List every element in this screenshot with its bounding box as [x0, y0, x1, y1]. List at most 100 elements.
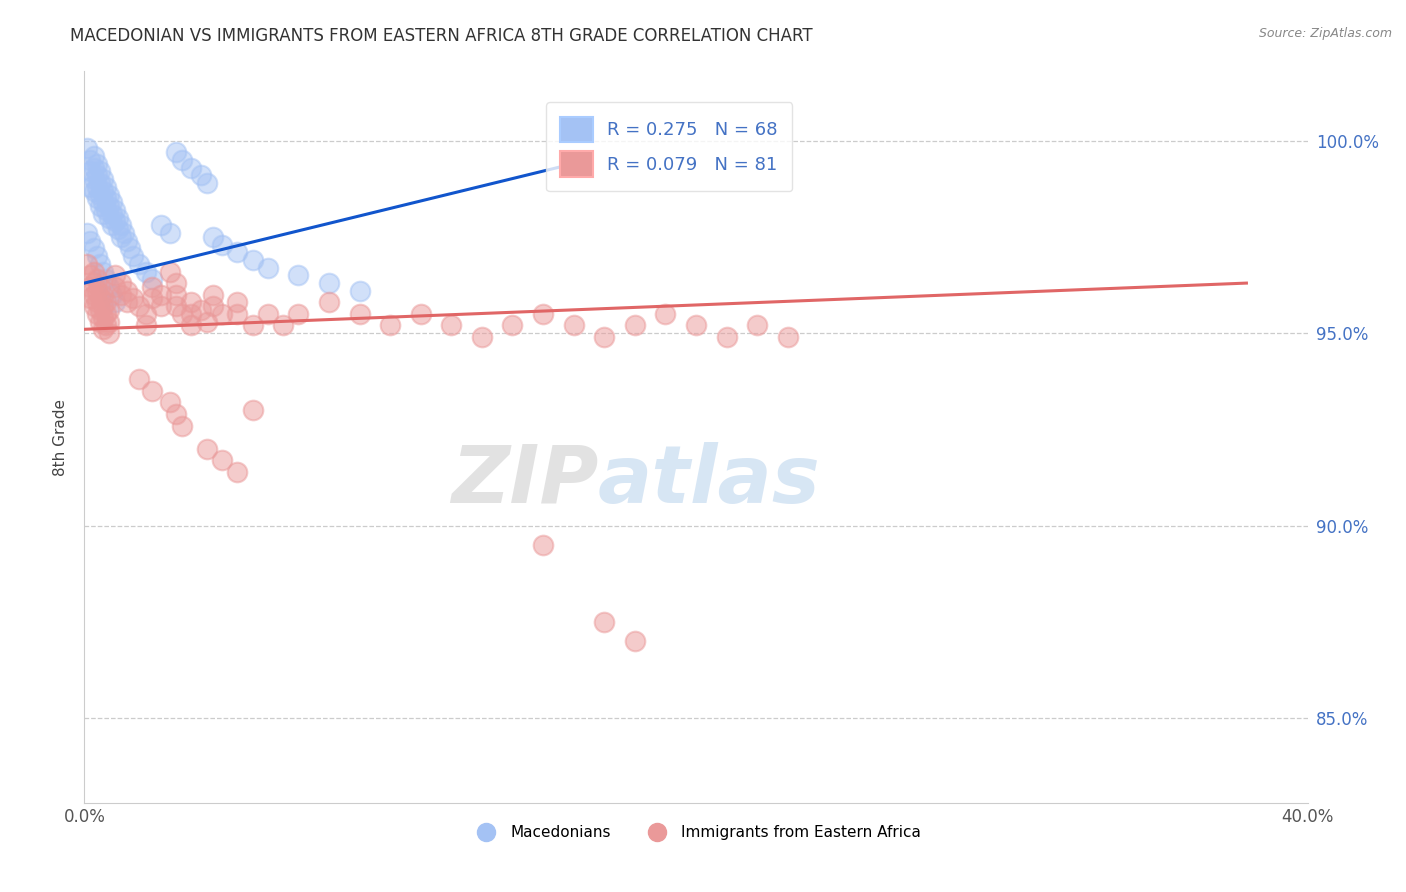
- Point: [201, 287, 224, 301]
- Point: [83, 184, 105, 198]
- Point: [83, 287, 105, 301]
- Point: [86, 295, 108, 310]
- Point: [654, 307, 676, 321]
- Point: [211, 237, 233, 252]
- Point: [242, 318, 264, 333]
- Point: [112, 226, 135, 240]
- Point: [190, 169, 212, 183]
- Point: [76, 226, 98, 240]
- Point: [101, 195, 124, 210]
- Point: [180, 161, 202, 175]
- Point: [107, 222, 129, 236]
- Point: [97, 187, 120, 202]
- Point: [86, 272, 108, 286]
- Point: [94, 307, 117, 321]
- Point: [91, 172, 114, 186]
- Point: [318, 295, 340, 310]
- Point: [135, 318, 157, 333]
- Text: ZIP: ZIP: [451, 442, 598, 520]
- Point: [104, 214, 127, 228]
- Point: [349, 307, 371, 321]
- Text: MACEDONIAN VS IMMIGRANTS FROM EASTERN AFRICA 8TH GRADE CORRELATION CHART: MACEDONIAN VS IMMIGRANTS FROM EASTERN AF…: [70, 27, 813, 45]
- Point: [97, 199, 120, 213]
- Point: [76, 141, 98, 155]
- Point: [86, 157, 108, 171]
- Point: [149, 219, 172, 233]
- Text: atlas: atlas: [598, 442, 821, 520]
- Point: [165, 299, 187, 313]
- Point: [211, 307, 233, 321]
- Point: [89, 280, 111, 294]
- Point: [165, 276, 187, 290]
- Point: [122, 292, 145, 306]
- Point: [83, 149, 105, 163]
- Point: [86, 179, 108, 194]
- Point: [94, 318, 117, 333]
- Point: [97, 326, 120, 340]
- Point: [104, 202, 127, 217]
- Point: [165, 287, 187, 301]
- Point: [104, 280, 127, 294]
- Y-axis label: 8th Grade: 8th Grade: [53, 399, 69, 475]
- Point: [79, 164, 101, 178]
- Point: [242, 252, 264, 267]
- Point: [409, 307, 432, 321]
- Point: [141, 384, 163, 398]
- Point: [94, 202, 117, 217]
- Point: [195, 176, 218, 190]
- Point: [86, 284, 108, 298]
- Point: [86, 249, 108, 263]
- Point: [79, 268, 101, 283]
- Point: [141, 280, 163, 294]
- Point: [716, 330, 738, 344]
- Point: [180, 295, 202, 310]
- Point: [287, 307, 309, 321]
- Point: [149, 287, 172, 301]
- Point: [747, 318, 769, 333]
- Point: [257, 307, 280, 321]
- Point: [91, 264, 114, 278]
- Point: [94, 179, 117, 194]
- Point: [91, 310, 114, 325]
- Point: [135, 264, 157, 278]
- Point: [79, 234, 101, 248]
- Point: [201, 299, 224, 313]
- Point: [180, 307, 202, 321]
- Point: [86, 307, 108, 321]
- Point: [79, 179, 101, 194]
- Point: [159, 395, 181, 409]
- Point: [440, 318, 463, 333]
- Point: [159, 226, 181, 240]
- Point: [128, 372, 150, 386]
- Point: [91, 299, 114, 313]
- Point: [83, 242, 105, 256]
- Point: [349, 284, 371, 298]
- Point: [190, 303, 212, 318]
- Point: [141, 272, 163, 286]
- Point: [531, 307, 554, 321]
- Point: [83, 276, 105, 290]
- Point: [172, 153, 194, 167]
- Point: [128, 257, 150, 271]
- Point: [120, 242, 142, 256]
- Point: [776, 330, 799, 344]
- Point: [531, 538, 554, 552]
- Point: [97, 303, 120, 318]
- Point: [110, 219, 132, 233]
- Point: [104, 268, 127, 283]
- Point: [101, 219, 124, 233]
- Point: [101, 207, 124, 221]
- Point: [89, 199, 111, 213]
- Point: [141, 292, 163, 306]
- Point: [89, 303, 111, 318]
- Point: [471, 330, 494, 344]
- Point: [79, 153, 101, 167]
- Legend: Macedonians, Immigrants from Eastern Africa: Macedonians, Immigrants from Eastern Afr…: [464, 819, 928, 847]
- Point: [97, 211, 120, 225]
- Point: [287, 268, 309, 283]
- Point: [91, 287, 114, 301]
- Point: [502, 318, 524, 333]
- Point: [83, 264, 105, 278]
- Point: [226, 465, 249, 479]
- Point: [159, 264, 181, 278]
